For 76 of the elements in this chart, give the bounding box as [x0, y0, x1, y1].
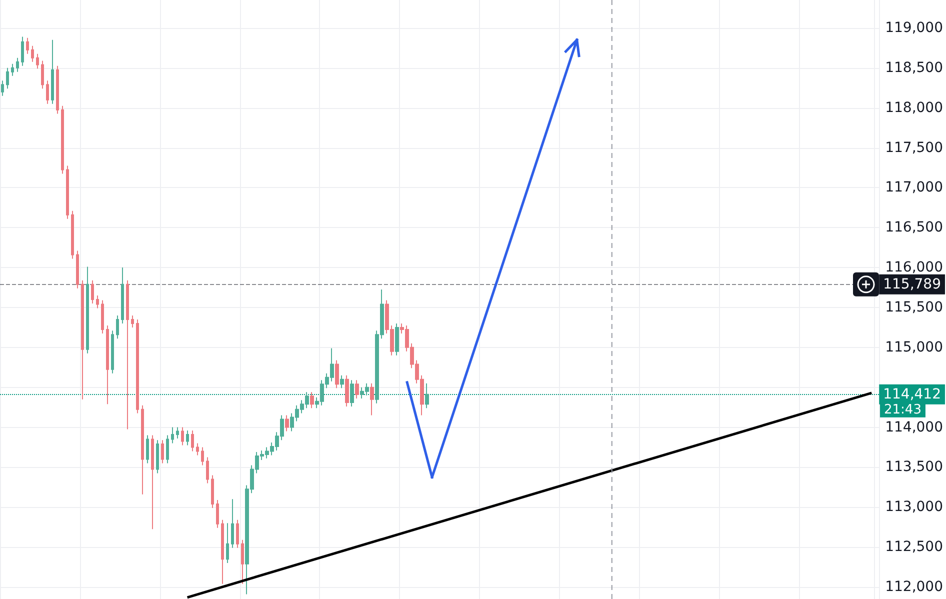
candlestick — [236, 519, 239, 548]
candlestick — [350, 380, 354, 408]
candlestick — [161, 440, 164, 464]
candlestick — [171, 426, 174, 444]
candlestick — [191, 430, 194, 452]
candlestick — [196, 442, 199, 456]
candlestick — [6, 67, 9, 90]
candlestick — [285, 414, 289, 432]
candlestick — [335, 360, 339, 389]
candlestick — [355, 380, 359, 400]
candlestick — [91, 280, 94, 304]
candlestick — [71, 210, 74, 260]
y-tick-label: 117,000 — [885, 180, 944, 196]
y-tick-label: 116,500 — [885, 220, 944, 236]
candlestick — [310, 392, 314, 409]
candlestick — [81, 280, 84, 400]
candlestick — [61, 105, 64, 174]
y-tick-label: 113,000 — [885, 499, 944, 516]
candlestick — [206, 456, 209, 484]
candlestick — [370, 382, 374, 416]
candlestick — [106, 324, 109, 405]
candlestick — [121, 267, 124, 324]
candlestick — [136, 318, 139, 414]
y-tick-label: 115,500 — [885, 299, 944, 316]
candlestick — [51, 39, 54, 104]
candlestick — [111, 330, 114, 374]
candlestick — [345, 374, 349, 408]
y-tick-label: 116,000 — [885, 260, 944, 276]
candlestick — [126, 280, 129, 430]
candlestick — [1, 80, 4, 96]
candlestick — [46, 80, 49, 104]
candlestick — [86, 266, 89, 354]
ref-line-label: 114,412 — [883, 386, 942, 402]
y-tick-label: 119,000 — [885, 20, 944, 36]
candlestick — [26, 37, 29, 54]
candlestick — [151, 434, 154, 530]
y-tick-label: 112,000 — [885, 579, 944, 596]
y-tick-label: 118,500 — [885, 60, 944, 76]
candlestick — [201, 446, 204, 466]
candlestick — [216, 499, 219, 528]
candlestick — [241, 539, 244, 584]
y-tick-label: 118,000 — [885, 100, 944, 116]
y-tick-label: 114,000 — [885, 419, 944, 436]
candlestick — [131, 314, 134, 328]
candlestick — [66, 165, 69, 220]
candlestick — [211, 474, 214, 508]
y-tick-label: 117,500 — [885, 140, 944, 156]
candlestick — [56, 65, 59, 114]
candlestick — [186, 430, 189, 446]
candlestick — [156, 440, 159, 474]
candlestick — [395, 322, 399, 356]
candlestick — [226, 522, 229, 564]
candlestick — [36, 53, 39, 70]
candlestick — [166, 434, 169, 464]
candlestick — [21, 36, 24, 66]
candlestick — [76, 250, 79, 289]
candlestick — [221, 519, 224, 584]
text: 21:43 — [884, 402, 922, 418]
candlestick — [231, 498, 234, 548]
candlestick — [146, 434, 149, 464]
y-tick-label: 113,500 — [885, 459, 944, 476]
candlestick — [31, 45, 34, 62]
candlestick — [181, 426, 184, 446]
candlestick — [176, 426, 179, 439]
candlestick — [96, 295, 99, 309]
y-tick-label: 112,500 — [885, 539, 944, 556]
candlestick — [41, 60, 44, 90]
candlestick — [425, 382, 429, 409]
candlestick — [116, 314, 119, 340]
ref-line-label: 115,789 — [883, 276, 942, 292]
candlestick — [141, 404, 144, 495]
y-tick-label: 115,000 — [885, 339, 944, 356]
candlestick — [11, 63, 14, 76]
candlestick — [101, 300, 104, 334]
candlestick — [340, 374, 344, 389]
candlestick — [16, 57, 19, 72]
